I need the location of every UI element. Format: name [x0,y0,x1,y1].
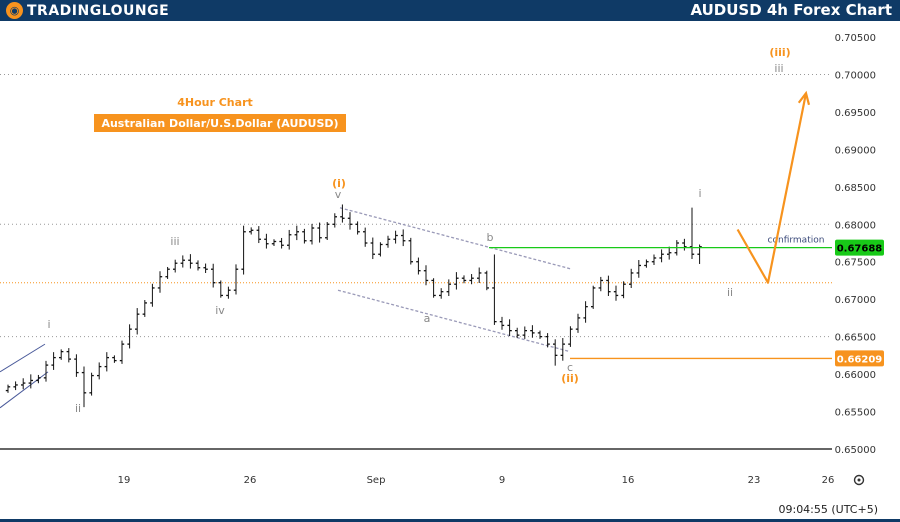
y-tick-label: 0.66500 [835,333,876,344]
wave-label: (iii) [769,46,790,59]
wave-label: a [424,312,431,325]
wave-label: i [698,187,701,200]
wave-label: (i) [332,177,346,190]
y-tick-label: 0.66000 [835,370,876,381]
price-tag [835,350,884,367]
price-tag-label: 0.67688 [837,244,883,255]
chart-title: AUDUSD 4h Forex Chart [690,1,892,19]
x-tick-label: 19 [118,475,131,486]
price-chart[interactable]: confirmation 4Hour Chart Australian Dolla… [0,21,900,519]
x-tick-label: 26 [822,475,835,486]
gear-center [857,478,861,482]
timestamp: 09:04:55 (UTC+5) [778,503,878,516]
y-tick-label: 0.70500 [835,33,876,44]
wave-label: i [47,318,50,331]
y-tick-label: 0.69000 [835,145,876,156]
channel-line [339,207,573,270]
price-tag-label: 0.66209 [837,354,883,365]
channel-line [0,371,49,409]
logo-icon: ◉ [6,2,23,19]
tradinglounge-logo: ◉ TRADINGLOUNGE [6,2,169,19]
channel-line [337,289,571,353]
y-tick-label: 0.70000 [835,70,876,81]
wave-label: c [567,361,573,374]
projection-arrowhead [797,90,811,106]
wave-label: (ii) [561,372,579,385]
y-tick-label: 0.67500 [835,258,876,269]
wave-label: ii [727,286,733,299]
y-tick-label: 0.68000 [835,220,876,231]
x-tick-label: 16 [622,475,635,486]
header-bar: ◉ TRADINGLOUNGE AUDUSD 4h Forex Chart [0,0,900,21]
price-tag [835,239,884,256]
wave-label: v [335,188,342,201]
y-tick-label: 0.67000 [835,295,876,306]
wave-label: iii [774,62,783,75]
y-tick-label: 0.65500 [835,408,876,419]
y-tick-label: 0.68500 [835,183,876,194]
x-tick-label: 9 [499,475,505,486]
chart-subtitle: 4Hour Chart [177,96,253,109]
wave-label: iv [215,304,225,317]
chart-title-box [94,114,346,132]
logo-text: TRADINGLOUNGE [27,2,170,19]
x-tick-label: 23 [748,475,761,486]
y-tick-label: 0.65000 [835,445,876,456]
x-tick-label: Sep [367,475,386,486]
wave-label: iii [170,235,179,248]
gear-icon[interactable] [853,474,865,486]
wave-label: ii [75,402,81,415]
x-tick-label: 26 [244,475,257,486]
projection-path [736,92,808,284]
y-tick-label: 0.69500 [835,108,876,119]
channel-line [0,343,46,373]
gear-ring [853,474,865,486]
confirmation-label: confirmation [768,236,825,246]
chart-title-text: Australian Dollar/U.S.Dollar (AUDUSD) [101,117,338,130]
bottom-bar [0,519,900,522]
wave-label: b [487,231,494,244]
